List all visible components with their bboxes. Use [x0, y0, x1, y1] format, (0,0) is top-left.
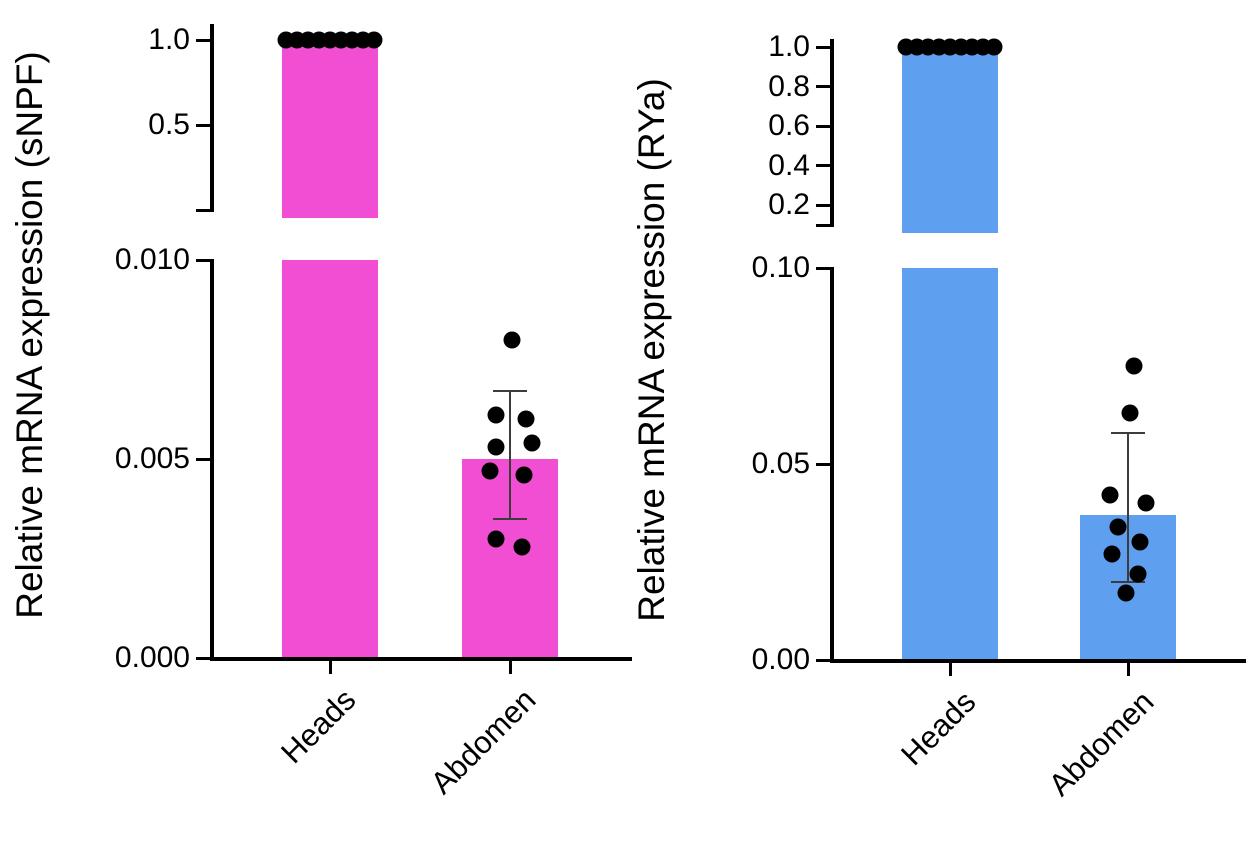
data-point [517, 410, 535, 428]
y-tick [196, 457, 212, 461]
data-point [985, 38, 1003, 56]
error-bar-cap-top [1111, 431, 1145, 434]
y-tick [196, 123, 212, 127]
y-tick-label: 0.2 [768, 188, 810, 222]
y-tick-label: 0.6 [768, 109, 810, 143]
data-point [523, 434, 541, 452]
y-tick-label: 1.0 [768, 30, 810, 63]
y-tick-label: 0.10 [751, 251, 810, 284]
y-tick-label: 0.4 [768, 148, 810, 182]
y-tick [816, 462, 832, 466]
y-tick-label: 0.05 [751, 447, 810, 480]
data-point [1117, 584, 1135, 602]
x-tick [328, 661, 332, 674]
y-axis-break-cap [196, 209, 212, 212]
data-point [481, 462, 499, 480]
error-bar-line [1127, 432, 1129, 582]
y-axis-upper-segment [210, 24, 214, 212]
y-axis-break-cap [816, 224, 832, 227]
y-tick-label: 0.000 [114, 641, 190, 674]
data-point [1125, 357, 1143, 375]
error-bar-cap-bottom [493, 517, 527, 520]
y-tick-label: 0.00 [751, 643, 810, 676]
y-tick [816, 164, 832, 168]
y-axis-upper-segment [830, 39, 834, 227]
x-tick [948, 663, 952, 676]
data-point [513, 538, 531, 556]
data-point [1109, 518, 1127, 536]
y-tick-label: 0.8 [768, 69, 810, 103]
x-category-label-heads: Heads [894, 684, 983, 773]
y-tick [196, 258, 212, 262]
data-point [487, 530, 505, 548]
y-tick [196, 38, 212, 42]
y-tick-label: 0.010 [114, 243, 190, 276]
error-bar-cap-top [493, 390, 527, 393]
x-tick [1126, 663, 1130, 676]
data-point [1131, 533, 1149, 551]
y-axis-lower-segment [210, 259, 214, 661]
y-tick [816, 45, 832, 49]
data-point [487, 438, 505, 456]
y-tick-label: 0.5 [148, 108, 190, 141]
x-axis-line [830, 659, 1246, 663]
bar-heads-lower-part [282, 260, 378, 658]
data-point [515, 466, 533, 484]
x-axis-line [210, 657, 632, 661]
bar-heads-upper-part [902, 47, 998, 233]
y-tick [816, 658, 832, 662]
y-tick [816, 124, 832, 128]
y-tick [196, 656, 212, 660]
y-axis-lower-segment [830, 267, 834, 663]
bar-heads-lower-part [902, 268, 998, 660]
error-bar-line [509, 391, 511, 519]
error-bar-cap-bottom [1111, 580, 1145, 583]
x-tick [508, 661, 512, 674]
y-tick [816, 203, 832, 207]
data-point [1101, 486, 1119, 504]
data-point [1129, 565, 1147, 583]
data-point [503, 331, 521, 349]
bar-heads-upper-part [282, 40, 378, 218]
y-tick-label: 1.0 [148, 23, 190, 56]
data-point [1137, 494, 1155, 512]
y-tick [816, 85, 832, 89]
data-point [365, 31, 383, 49]
data-point [487, 406, 505, 424]
data-point [1103, 545, 1121, 563]
y-tick-label: 0.005 [114, 442, 190, 475]
y-tick [816, 266, 832, 270]
data-point [1121, 404, 1139, 422]
x-category-label-abdomen: Abdomen [1042, 684, 1161, 803]
